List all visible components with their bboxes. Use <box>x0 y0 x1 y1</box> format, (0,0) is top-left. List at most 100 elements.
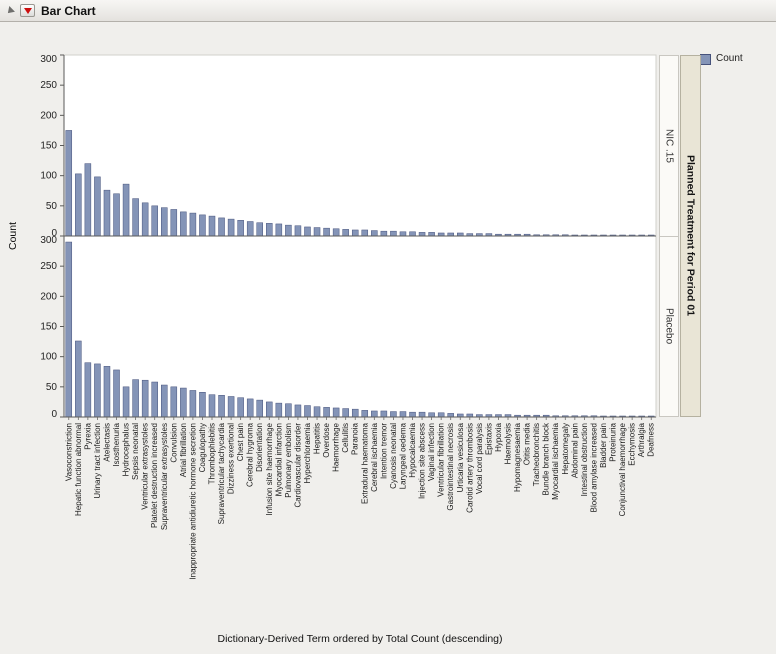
bar[interactable] <box>208 215 216 237</box>
bar[interactable] <box>65 241 73 418</box>
bar[interactable] <box>227 396 235 418</box>
bar[interactable] <box>351 229 359 237</box>
bar[interactable] <box>371 230 378 237</box>
bar[interactable] <box>447 413 454 418</box>
bar[interactable] <box>65 130 73 237</box>
bar[interactable] <box>199 392 206 418</box>
bar[interactable] <box>246 221 254 237</box>
x-category-label: Convulsion <box>169 423 178 463</box>
bar[interactable] <box>323 407 330 418</box>
bar[interactable] <box>122 386 130 418</box>
bar[interactable] <box>180 387 187 418</box>
bar[interactable] <box>399 231 407 237</box>
x-category-label: Atrial fibrillation <box>179 423 188 477</box>
x-category-label: Epistaxis <box>484 423 493 455</box>
bar[interactable] <box>256 399 263 418</box>
x-category-label: Deafness <box>647 423 656 457</box>
bar[interactable] <box>103 366 111 418</box>
bar[interactable] <box>132 379 139 418</box>
bar[interactable] <box>113 193 120 237</box>
bar[interactable] <box>151 381 158 418</box>
bar[interactable] <box>380 230 388 237</box>
bar[interactable] <box>275 402 283 418</box>
bar[interactable] <box>304 226 311 237</box>
legend-count-swatch[interactable] <box>700 54 711 65</box>
bar[interactable] <box>218 217 225 237</box>
bar[interactable] <box>313 227 321 237</box>
x-category-label: Cellulitis <box>341 423 350 453</box>
bar[interactable] <box>170 386 178 418</box>
x-category-label: Atelectasis <box>102 423 111 462</box>
bar[interactable] <box>332 228 340 237</box>
x-category-label: Cerebral ischaemia <box>370 422 379 491</box>
bar[interactable] <box>409 411 416 418</box>
bar[interactable] <box>266 401 273 418</box>
bar[interactable] <box>294 404 302 418</box>
bar[interactable] <box>189 390 197 418</box>
bar[interactable] <box>313 406 321 418</box>
bar[interactable] <box>361 229 369 237</box>
bar[interactable] <box>285 224 292 237</box>
bar[interactable] <box>361 410 369 418</box>
x-category-label: Hypomagnesaemia <box>513 422 522 491</box>
x-category-label: Vasoconstriction <box>64 423 73 481</box>
disclosure-triangle-icon[interactable] <box>5 5 15 16</box>
bar[interactable] <box>94 363 101 418</box>
bar[interactable] <box>390 411 397 418</box>
bar[interactable] <box>332 407 340 418</box>
bar[interactable] <box>189 212 197 237</box>
bar[interactable] <box>84 362 92 418</box>
bar[interactable] <box>294 225 302 237</box>
bar[interactable] <box>103 189 111 237</box>
bar[interactable] <box>256 222 263 237</box>
bar[interactable] <box>237 220 244 237</box>
bar[interactable] <box>418 232 426 237</box>
bar[interactable] <box>418 411 426 418</box>
bar[interactable] <box>75 173 82 237</box>
bar[interactable] <box>141 202 149 237</box>
bar[interactable] <box>304 405 311 418</box>
bar[interactable] <box>94 176 101 237</box>
bar[interactable] <box>208 394 216 418</box>
bar[interactable] <box>113 369 120 418</box>
bar[interactable] <box>285 403 292 418</box>
bar[interactable] <box>141 379 149 418</box>
y-tick-label: 300 <box>40 235 57 246</box>
bar[interactable] <box>237 397 244 418</box>
x-category-label: Hepatic function abnormal <box>74 423 83 516</box>
bar[interactable] <box>170 209 178 237</box>
x-category-label: Blood amylase increased <box>589 423 598 512</box>
bar[interactable] <box>390 230 397 237</box>
red-triangle-menu-button[interactable] <box>20 4 35 17</box>
bar[interactable] <box>151 205 158 237</box>
bar[interactable] <box>342 408 349 418</box>
bar[interactable] <box>275 223 283 237</box>
bar[interactable] <box>122 183 130 237</box>
bar[interactable] <box>84 163 92 237</box>
bar[interactable] <box>323 227 330 237</box>
bar[interactable] <box>266 223 273 237</box>
bar[interactable] <box>161 207 168 237</box>
bar[interactable] <box>399 411 407 418</box>
bar[interactable] <box>132 198 139 237</box>
bar[interactable] <box>246 398 254 418</box>
y-tick-label: 150 <box>40 141 57 152</box>
bar[interactable] <box>371 410 378 418</box>
bar[interactable] <box>437 412 445 418</box>
bar[interactable] <box>180 211 187 237</box>
bar[interactable] <box>75 340 82 418</box>
report-title-bar[interactable]: Bar Chart <box>0 0 776 22</box>
bar[interactable] <box>380 410 388 418</box>
bar[interactable] <box>342 229 349 237</box>
x-category-label: Isosthenuria <box>112 422 121 466</box>
bar[interactable] <box>428 412 435 418</box>
bar[interactable] <box>199 214 206 237</box>
x-category-label: Hypocalcaemia <box>408 422 417 477</box>
bar[interactable] <box>161 384 168 418</box>
bar[interactable] <box>428 232 435 237</box>
bar[interactable] <box>351 408 359 418</box>
bar[interactable] <box>227 218 235 237</box>
bar[interactable] <box>218 395 225 418</box>
bar[interactable] <box>409 231 416 237</box>
